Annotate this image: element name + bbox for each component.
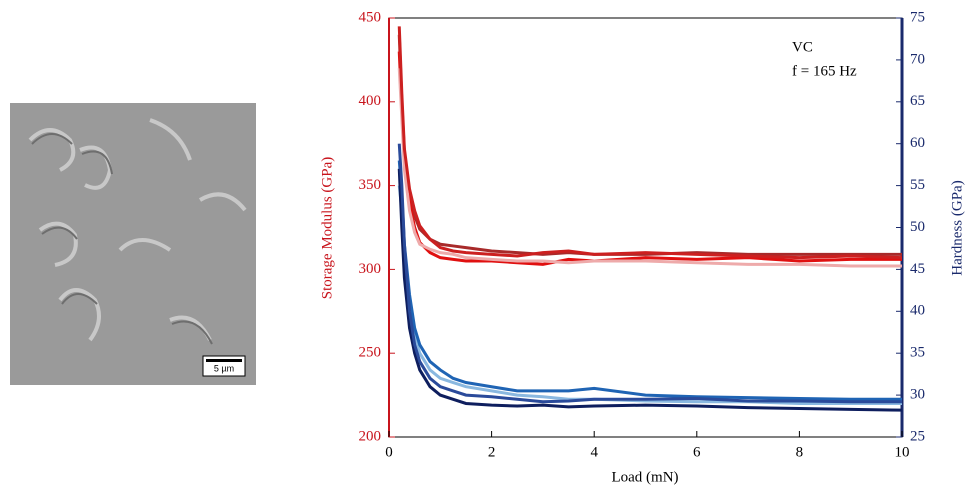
x-tick-label: 0: [385, 444, 393, 460]
y2-tick-label: 65: [910, 93, 925, 109]
y2-tick-label: 45: [910, 261, 925, 277]
y-tick-label: 450: [359, 9, 382, 25]
y2-tick-label: 55: [910, 177, 925, 193]
y2-tick-label: 25: [910, 428, 925, 444]
scale-bar: [206, 359, 242, 362]
data-line: [397, 68, 902, 268]
data-line: [397, 143, 902, 404]
micrograph-image: [10, 103, 256, 385]
y2-tick-label: 40: [910, 303, 925, 319]
data-line: [397, 160, 902, 401]
x-tick-label: 10: [895, 444, 910, 460]
micrograph-texture: [28, 118, 247, 342]
data-line: [397, 26, 903, 260]
x-tick-label: 2: [488, 444, 496, 460]
data-line: [397, 51, 902, 266]
y-tick-label: 400: [359, 93, 382, 109]
plot-frame: [388, 17, 903, 438]
y-tick-label: 300: [359, 261, 382, 277]
y2-tick-label: 30: [910, 387, 925, 403]
annotation: f = 165 Hz: [792, 63, 857, 79]
y2-tick-label: 75: [910, 9, 925, 25]
y-axis-label: Storage Modulus (GPa): [319, 157, 335, 300]
y2-tick-label: 70: [910, 51, 925, 67]
y2-tick-label: 35: [910, 345, 925, 361]
x-tick-label: 4: [590, 444, 598, 460]
data-line: [397, 168, 903, 412]
x-tick-label: 6: [693, 444, 701, 460]
y-tick-label: 250: [359, 345, 382, 361]
x-tick-label: 8: [796, 444, 804, 460]
annotation: VC: [792, 39, 813, 55]
y-tick-label: 200: [359, 428, 382, 444]
y2-tick-label: 50: [910, 219, 925, 235]
x-axis-label: Load (mN): [611, 469, 678, 485]
scale-bar-label: 5 µm: [214, 363, 234, 373]
y-tick-label: 350: [359, 177, 382, 193]
data-line: [397, 185, 902, 405]
micrograph-shadow: [31, 133, 213, 345]
y2-axis-label: Hardness (GPa): [949, 180, 965, 275]
micrograph: 5 µm: [10, 103, 256, 385]
y2-tick-label: 60: [910, 135, 925, 151]
